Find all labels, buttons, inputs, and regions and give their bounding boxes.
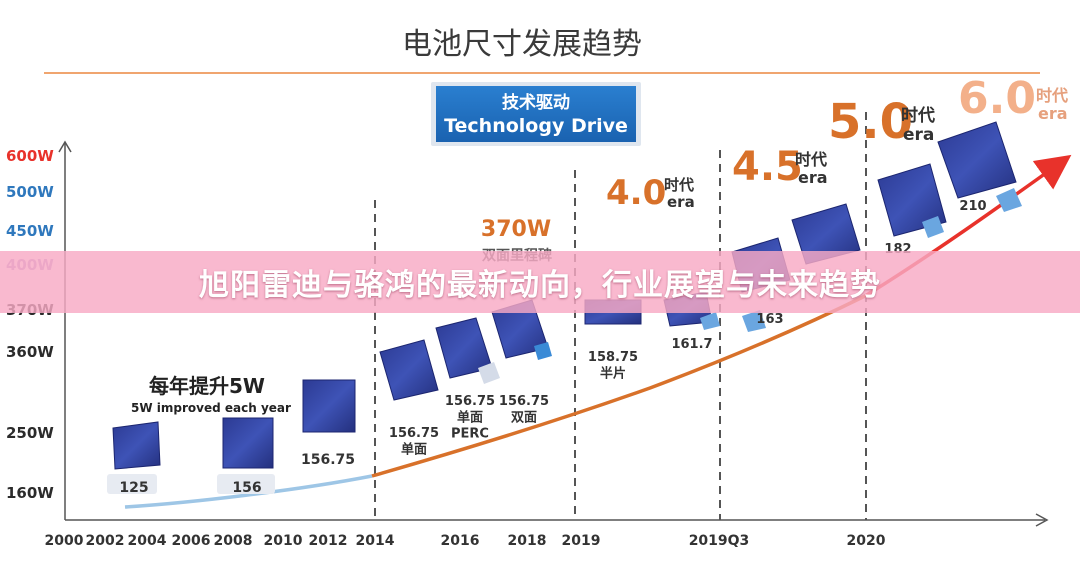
x-tick: 2012 xyxy=(309,533,348,549)
svg-text:156: 156 xyxy=(232,480,261,496)
svg-text:4.5: 4.5 xyxy=(732,144,803,190)
technology-drive-badge: 技术驱动 Technology Drive xyxy=(431,82,641,146)
wafer-label-line: PERC xyxy=(451,427,489,442)
wafer: 156.75 单面 xyxy=(379,339,439,457)
era-label: 4.0 时代 era xyxy=(606,173,695,213)
svg-text:156.75: 156.75 xyxy=(301,452,355,468)
wafer: 182 xyxy=(877,163,947,257)
era-label: 5.0 时代 era xyxy=(828,94,935,150)
svg-text:125: 125 xyxy=(119,480,148,496)
wafer-label-line: 156.75 xyxy=(445,394,495,409)
y-tick: 500W xyxy=(6,183,54,201)
x-tick: 2006 xyxy=(172,533,211,549)
wafer-label-line: 163 xyxy=(756,312,783,327)
x-axis-arrow xyxy=(1035,513,1049,527)
y-tick-labels: 160W 250W 360W 370W 400W 450W 500W 600W xyxy=(6,147,54,502)
y-tick: 450W xyxy=(6,222,54,240)
x-tick: 2019 xyxy=(562,533,601,549)
y-tick: 160W xyxy=(6,484,54,502)
wafer-label-line: 156.75 xyxy=(499,394,549,409)
wafer: 156.75 xyxy=(301,379,356,468)
improve-en-label: 5W improved each year xyxy=(131,401,291,415)
wafer-label-line: 161.7 xyxy=(671,337,712,352)
svg-text:时代: 时代 xyxy=(664,176,694,194)
svg-text:era: era xyxy=(903,125,934,145)
x-tick: 2014 xyxy=(356,533,395,549)
improve-cn-label: 每年提升5W xyxy=(149,374,265,398)
y-tick: 600W xyxy=(6,147,54,165)
x-tick: 2000 xyxy=(45,533,84,549)
svg-text:时代: 时代 xyxy=(901,105,935,126)
x-tick: 2002 xyxy=(86,533,125,549)
wafer-label-line: 210 xyxy=(959,199,986,214)
wafer-label-line: 双面 xyxy=(511,410,537,425)
y-axis-arrow xyxy=(58,140,72,153)
y-tick: 250W xyxy=(6,424,54,442)
svg-text:era: era xyxy=(1038,104,1068,123)
x-tick: 2020 xyxy=(847,533,886,549)
wafer-label-line: 156 xyxy=(232,480,261,496)
series-line-mid xyxy=(371,294,866,478)
overlay-title: 旭阳雷迪与骆鸿的最新动向，行业展望与未来趋势 xyxy=(199,268,881,303)
x-tick: 2019Q3 xyxy=(689,533,750,549)
badge-cn: 技术驱动 xyxy=(502,92,570,113)
x-tick: 2010 xyxy=(264,533,303,549)
milestone-power: 370W xyxy=(481,217,551,242)
svg-text:4.0: 4.0 xyxy=(606,173,666,213)
wafer-label-line: 单面 xyxy=(401,441,427,457)
wafer: 156.75 单面 PERC xyxy=(435,317,500,442)
overlay-title-banner: 旭阳雷迪与骆鸿的最新动向，行业展望与未来趋势 xyxy=(0,251,1080,313)
series-line-early xyxy=(124,474,373,509)
wafer-label-line: 158.75 xyxy=(588,350,638,365)
era-dividers xyxy=(374,112,867,520)
x-tick-labels: 2000 2002 2004 2006 2008 2010 2012 2014 … xyxy=(45,533,886,549)
wafer: 210 xyxy=(937,121,1022,214)
svg-text:5.0: 5.0 xyxy=(828,94,913,150)
wafer: 125 xyxy=(107,421,161,496)
wafer-label-line: 半片 xyxy=(600,365,626,381)
x-tick: 2018 xyxy=(508,533,547,549)
chart-title: 电池尺寸发展趋势 xyxy=(402,27,642,62)
svg-text:era: era xyxy=(798,168,828,187)
wafer-label-line: 单面 xyxy=(457,409,483,425)
svg-text:163: 163 xyxy=(756,312,783,327)
wafer: 156.75 双面 xyxy=(491,299,552,425)
svg-text:时代: 时代 xyxy=(1036,86,1068,105)
x-tick: 2016 xyxy=(441,533,480,549)
era-label: 6.0 时代 era xyxy=(958,73,1068,124)
svg-text:6.0: 6.0 xyxy=(958,73,1036,124)
svg-text:时代: 时代 xyxy=(795,150,827,169)
wafer-label-line: 156.75 xyxy=(301,452,355,468)
y-tick: 360W xyxy=(6,343,54,361)
svg-text:era: era xyxy=(667,193,695,211)
wafer-label-line: 125 xyxy=(119,480,148,496)
svg-text:210: 210 xyxy=(959,199,986,214)
badge-en: Technology Drive xyxy=(444,115,628,137)
era-label: 4.5 时代 era xyxy=(732,144,828,190)
svg-text:161.7: 161.7 xyxy=(671,337,712,352)
wafer: 156 xyxy=(217,417,275,496)
x-tick: 2008 xyxy=(214,533,253,549)
x-tick: 2004 xyxy=(128,533,167,549)
wafer-label-line: 156.75 xyxy=(389,426,439,441)
